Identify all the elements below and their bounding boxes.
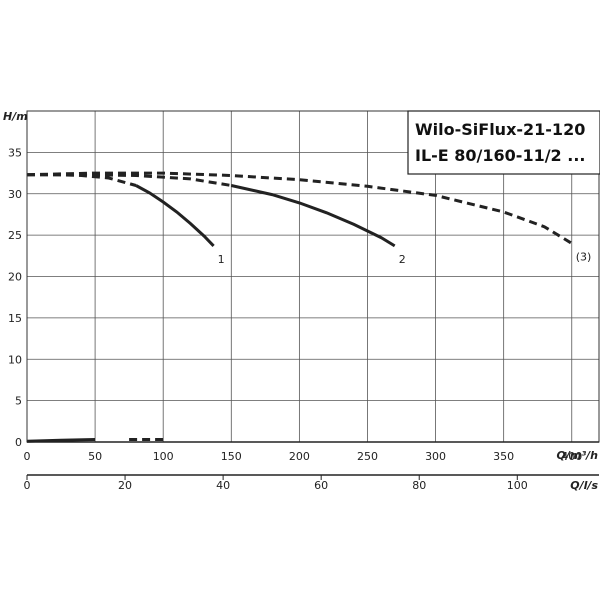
y-tick-label: 10 — [8, 353, 22, 366]
x-tick-label-secondary: 40 — [216, 479, 230, 492]
x-tick-label-secondary: 60 — [314, 479, 328, 492]
x-tick-label-secondary: 100 — [507, 479, 528, 492]
x-tick-label-primary: 200 — [289, 450, 310, 463]
x-tick-label-primary: 250 — [357, 450, 378, 463]
curve-2-solid — [230, 184, 396, 248]
curve-3-dashed — [26, 171, 573, 245]
axes — [26, 110, 600, 480]
curve-label-2: 2 — [399, 253, 406, 266]
y-tick-label: 0 — [15, 436, 22, 449]
curve-label-1: 1 — [218, 253, 225, 266]
x-tick-label-primary: 350 — [493, 450, 514, 463]
x-axis-primary-title: Q/m³/h — [557, 449, 599, 462]
x-axis-secondary-title: Q/l/s — [570, 479, 598, 492]
y-tick-label: 20 — [8, 271, 22, 284]
x-tick-label-primary: 300 — [425, 450, 446, 463]
y-tick-label: 5 — [15, 395, 22, 408]
curve-label-3: (3) — [576, 250, 592, 263]
y-tick-label: 30 — [8, 188, 22, 201]
title-box: Wilo-SiFlux-21-120 IL-E 80/160-11/2 ... — [407, 110, 600, 175]
y-tick-label: 15 — [8, 312, 22, 325]
curve-2-dashed — [27, 173, 232, 187]
x-tick-label-primary: 50 — [88, 450, 102, 463]
x-tick-label-secondary: 80 — [412, 479, 426, 492]
x-tick-label-primary: 150 — [221, 450, 242, 463]
x-tick-label-primary: 100 — [153, 450, 174, 463]
y-tick-label: 35 — [8, 146, 22, 159]
x-tick-label-secondary: 20 — [118, 479, 132, 492]
x-tick-label-primary: 400 — [561, 450, 582, 463]
power-curve-solid — [26, 438, 96, 443]
curves: 1 2 (3) — [26, 171, 592, 443]
x-tick-label-secondary: 0 — [24, 479, 31, 492]
curve-1-solid — [135, 184, 215, 247]
x-tick-label-primary: 0 — [24, 450, 31, 463]
y-tick-label: 25 — [8, 229, 22, 242]
title-line-2: IL-E 80/160-11/2 ... — [415, 146, 585, 165]
y-axis-title: H/m — [3, 110, 28, 123]
title-line-1: Wilo-SiFlux-21-120 — [415, 120, 585, 139]
